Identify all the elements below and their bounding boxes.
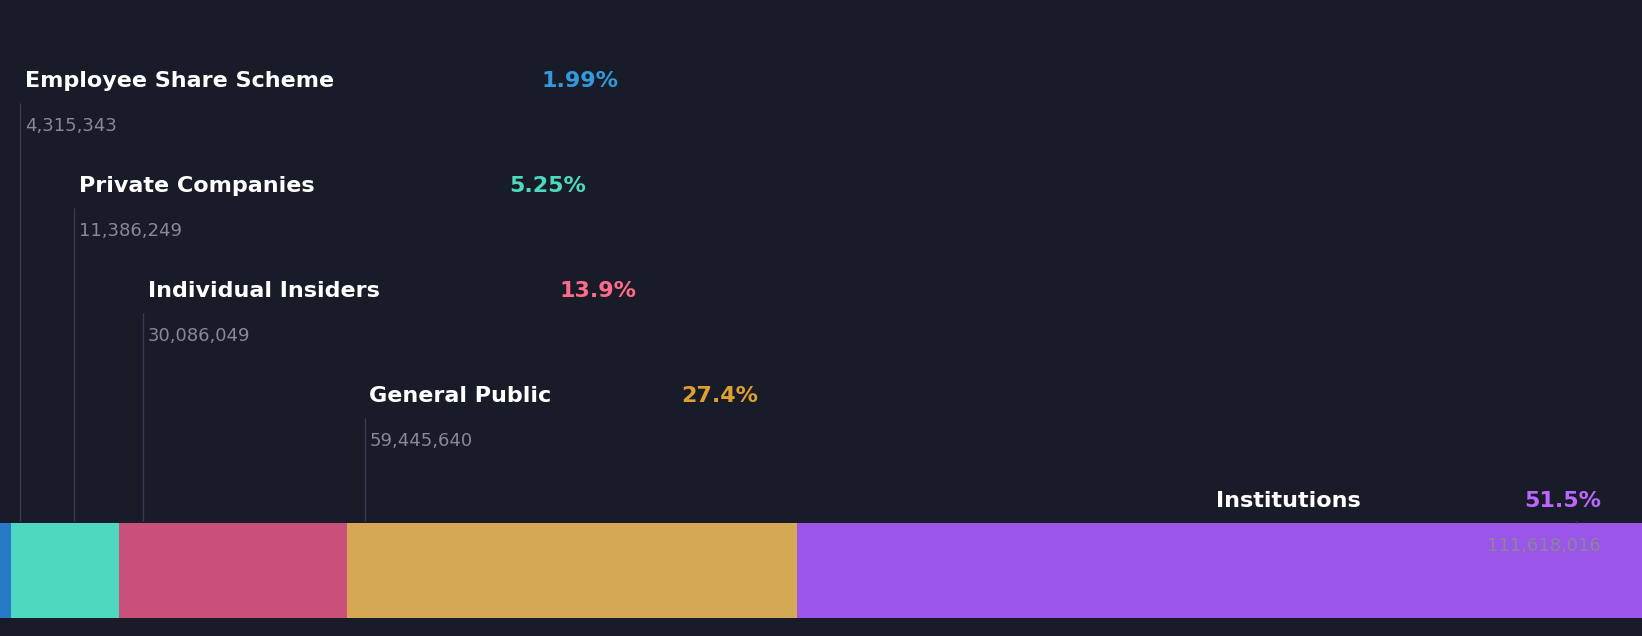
Text: 27.4%: 27.4% [681,386,759,406]
Text: Institutions: Institutions [1217,491,1369,511]
Text: Private Companies: Private Companies [79,176,322,196]
Bar [118,523,346,618]
Bar [346,523,796,618]
Bar [0,523,11,618]
Text: 1.99%: 1.99% [542,71,619,91]
Text: 11,386,249: 11,386,249 [79,222,182,240]
Text: 13.9%: 13.9% [560,281,637,301]
Text: 51.5%: 51.5% [1524,491,1601,511]
Text: 30,086,049: 30,086,049 [148,327,250,345]
Bar [33,523,118,618]
Text: 4,315,343: 4,315,343 [25,117,117,135]
Text: 111,618,016: 111,618,016 [1488,537,1601,555]
Text: 59,445,640: 59,445,640 [369,432,473,450]
Text: Employee Share Scheme: Employee Share Scheme [25,71,342,91]
Text: 5.25%: 5.25% [509,176,586,196]
Text: Individual Insiders: Individual Insiders [148,281,388,301]
Text: General Public: General Public [369,386,560,406]
Bar [796,523,1642,618]
Bar [11,523,33,618]
